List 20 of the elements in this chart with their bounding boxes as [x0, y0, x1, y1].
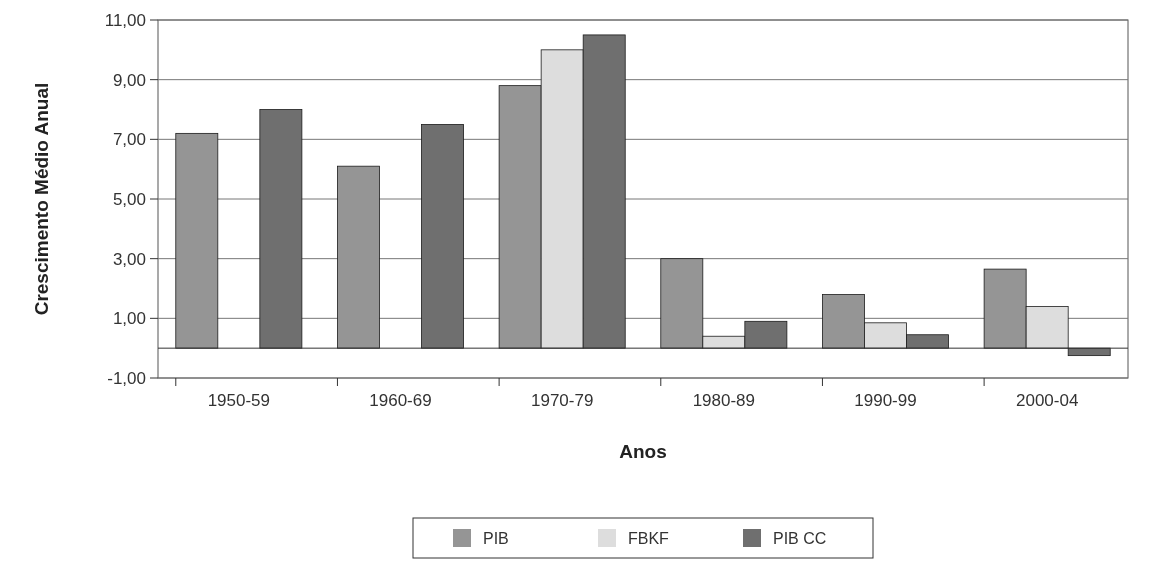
x-axis-title: Anos — [619, 441, 667, 462]
y-tick-label: -1,00 — [107, 368, 146, 388]
y-axis-title: Crescimento Médio Anual — [31, 82, 52, 316]
x-tick-label: 2000-04 — [1015, 391, 1079, 410]
bar — [337, 165, 380, 349]
y-tick-label: 1,00 — [112, 309, 146, 329]
legend-label: PIB — [483, 529, 509, 547]
x-tick-label: 1990-99 — [854, 391, 917, 410]
y-tick-label: 5,00 — [112, 189, 146, 209]
legend-label: FBKF — [628, 529, 670, 547]
legend-label: PIB CC — [773, 529, 827, 547]
x-tick-label: 1970-79 — [530, 391, 594, 410]
x-tick-label: 1980-89 — [692, 391, 756, 410]
y-tick-label: 7,00 — [112, 130, 146, 150]
x-tick-label: 1960-69 — [369, 391, 432, 410]
bar — [175, 132, 219, 349]
y-tick-label: 11,00 — [104, 10, 146, 30]
x-tick-label: 1950-59 — [207, 391, 271, 410]
y-tick-label: 3,00 — [112, 249, 146, 269]
y-tick-label: 9,00 — [112, 70, 146, 90]
